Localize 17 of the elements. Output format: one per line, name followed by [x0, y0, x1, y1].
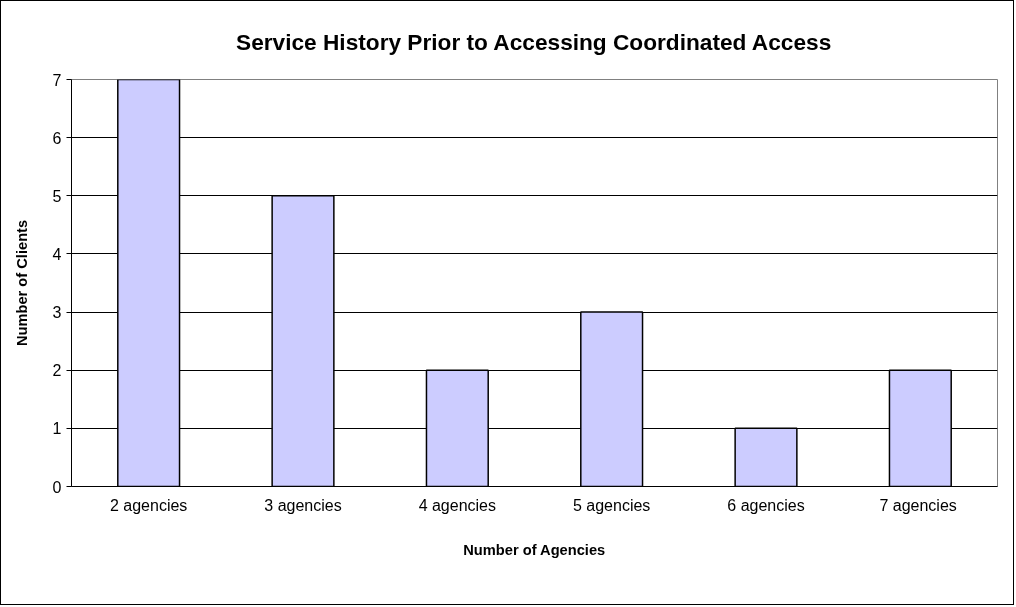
y-tick-label: 3	[52, 304, 62, 322]
x-tick-label: 6 agencies	[727, 496, 805, 514]
x-tick-label: 5 agencies	[572, 496, 651, 514]
x-tick-label: 7 agencies	[879, 496, 957, 514]
y-tick-label: 4	[52, 245, 62, 263]
x-tick-label: 4 agencies	[418, 496, 497, 514]
y-tick-label: 0	[52, 478, 62, 496]
y-tick-label: 6	[52, 129, 62, 147]
x-tick-label: 2 agencies	[109, 496, 188, 514]
y-axis-title: Number of Clients	[13, 219, 30, 347]
chart-title: Service History Prior to Accessing Coordinated Access	[236, 28, 832, 55]
y-tick-label: 2	[52, 362, 62, 380]
y-tick-label: 5	[52, 187, 62, 205]
x-axis-title: Number of Agencies	[463, 541, 606, 558]
y-tick-label: 1	[52, 420, 62, 438]
y-tick-label: 7	[52, 71, 62, 89]
x-tick-label: 3 agencies	[264, 496, 342, 514]
